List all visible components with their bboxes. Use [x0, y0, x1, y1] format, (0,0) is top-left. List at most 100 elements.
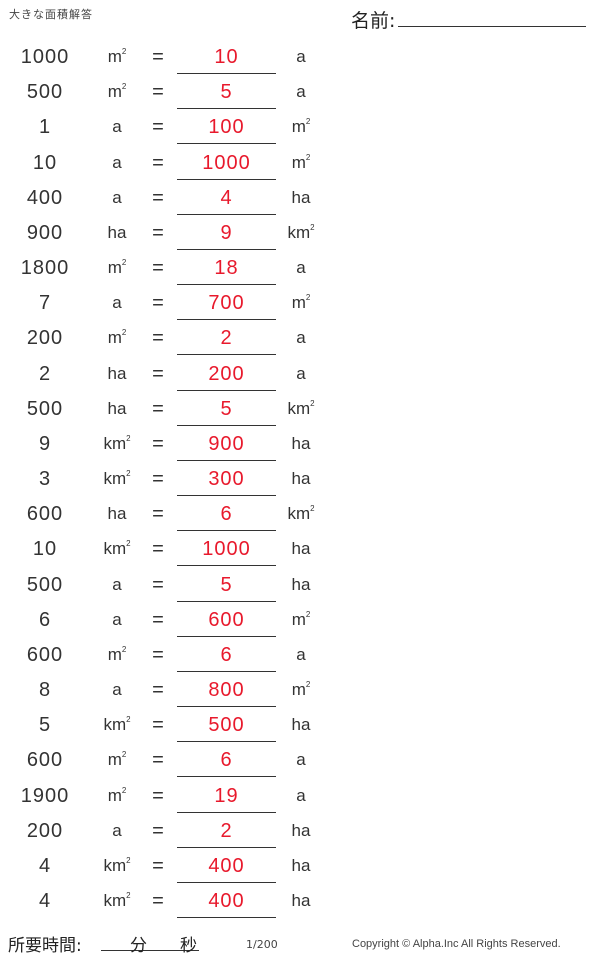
- to-unit: ha: [291, 187, 311, 207]
- answer-line: [177, 670, 276, 672]
- equals-sign: =: [152, 749, 164, 772]
- to-unit: km2: [287, 222, 315, 242]
- equals-sign: =: [152, 573, 164, 596]
- equals-sign: =: [152, 714, 164, 737]
- answer-value: 6: [220, 503, 233, 526]
- problem-row: 10 km2 = 1000 ha: [0, 537, 340, 573]
- problem-row: 8 a = 800 m2: [0, 678, 340, 714]
- problem-row: 9 km2 = 900 ha: [0, 432, 340, 468]
- problem-value: 600: [26, 749, 64, 772]
- from-unit: m2: [107, 82, 127, 102]
- answer-line: [177, 389, 276, 391]
- equals-sign: =: [152, 81, 164, 104]
- equals-sign: =: [152, 890, 164, 913]
- to-unit: a: [296, 47, 306, 66]
- answer-line: [177, 495, 276, 497]
- problem-row: 1 a = 100 m2: [0, 115, 340, 151]
- answer-line: [177, 178, 276, 180]
- to-unit: ha: [291, 820, 311, 840]
- problem-value: 7: [38, 292, 52, 315]
- equals-sign: =: [152, 46, 164, 68]
- to-unit: ha: [291, 574, 311, 594]
- problem-row: 200 m2 = 2 a: [0, 326, 340, 362]
- answer-value: 5: [220, 81, 233, 104]
- problem-value: 5: [38, 714, 52, 737]
- to-unit: ha: [291, 539, 311, 559]
- problem-value: 200: [26, 819, 64, 842]
- answer-value: 2: [220, 327, 233, 350]
- to-unit: a: [296, 82, 306, 102]
- answer-line: [177, 108, 276, 110]
- problem-value: 200: [26, 327, 64, 350]
- answer-value: 2: [220, 819, 233, 842]
- answer-value: 4: [220, 186, 233, 209]
- answer-line: [177, 424, 276, 426]
- answer-line: [177, 565, 276, 567]
- problem-value: 500: [26, 573, 64, 596]
- problem-value: 600: [26, 503, 64, 526]
- equals-sign: =: [152, 257, 164, 280]
- problem-value: 1900: [20, 784, 70, 807]
- answer-value: 400: [208, 854, 245, 877]
- problem-row: 5 km2 = 500 ha: [0, 713, 340, 749]
- answer-line: [177, 248, 276, 250]
- answer-value: 400: [208, 890, 245, 913]
- problem-value: 500: [26, 397, 64, 420]
- from-unit: a: [112, 117, 122, 137]
- answer-line: [177, 881, 276, 883]
- answer-value: 300: [208, 468, 245, 491]
- problem-value: 1000: [20, 46, 70, 68]
- answer-line: [177, 319, 276, 321]
- to-unit: km2: [287, 504, 315, 524]
- equals-sign: =: [152, 151, 164, 174]
- problem-row: 400 a = 4 ha: [0, 186, 340, 222]
- from-unit: km2: [103, 715, 131, 735]
- answer-value: 6: [220, 643, 233, 666]
- from-unit: ha: [107, 363, 127, 383]
- equals-sign: =: [152, 608, 164, 631]
- from-unit: ha: [107, 222, 127, 242]
- minutes-label: 分: [130, 936, 147, 956]
- problem-row: 1000 m2 = 10 a: [0, 45, 340, 81]
- to-unit: a: [296, 644, 306, 664]
- worksheet-title: 大きな面積解答: [9, 8, 93, 21]
- answer-line: [177, 530, 276, 532]
- to-unit: m2: [291, 152, 311, 172]
- answer-line: [177, 354, 276, 356]
- problem-row: 6 a = 600 m2: [0, 608, 340, 644]
- answer-line: [177, 741, 276, 743]
- to-unit: a: [296, 328, 306, 348]
- answer-line: [177, 776, 276, 778]
- from-unit: ha: [107, 398, 127, 418]
- equals-sign: =: [152, 116, 164, 139]
- from-unit: a: [112, 820, 122, 840]
- answer-value: 1000: [202, 538, 251, 561]
- from-unit: m2: [107, 47, 127, 66]
- from-unit: a: [112, 152, 122, 172]
- problem-value: 500: [26, 81, 64, 104]
- from-unit: m2: [107, 750, 127, 770]
- equals-sign: =: [152, 784, 164, 807]
- answer-line: [177, 213, 276, 215]
- problem-row: 900 ha = 9 km2: [0, 221, 340, 257]
- answer-value: 5: [220, 397, 233, 420]
- equals-sign: =: [152, 362, 164, 385]
- problem-value: 2: [38, 362, 52, 385]
- answer-line: [177, 706, 276, 708]
- problem-value: 8: [38, 679, 52, 702]
- from-unit: m2: [107, 258, 127, 278]
- answer-value: 5: [220, 573, 233, 596]
- answer-value: 19: [214, 784, 239, 807]
- to-unit: ha: [291, 433, 311, 453]
- problem-value: 4: [38, 854, 52, 877]
- answer-value: 900: [208, 432, 245, 455]
- to-unit: ha: [291, 855, 311, 875]
- equals-sign: =: [152, 643, 164, 666]
- problem-value: 4: [38, 890, 52, 913]
- answer-value: 6: [220, 749, 233, 772]
- equals-sign: =: [152, 221, 164, 244]
- equals-sign: =: [152, 679, 164, 702]
- problem-value: 900: [26, 221, 64, 244]
- to-unit: km2: [287, 398, 315, 418]
